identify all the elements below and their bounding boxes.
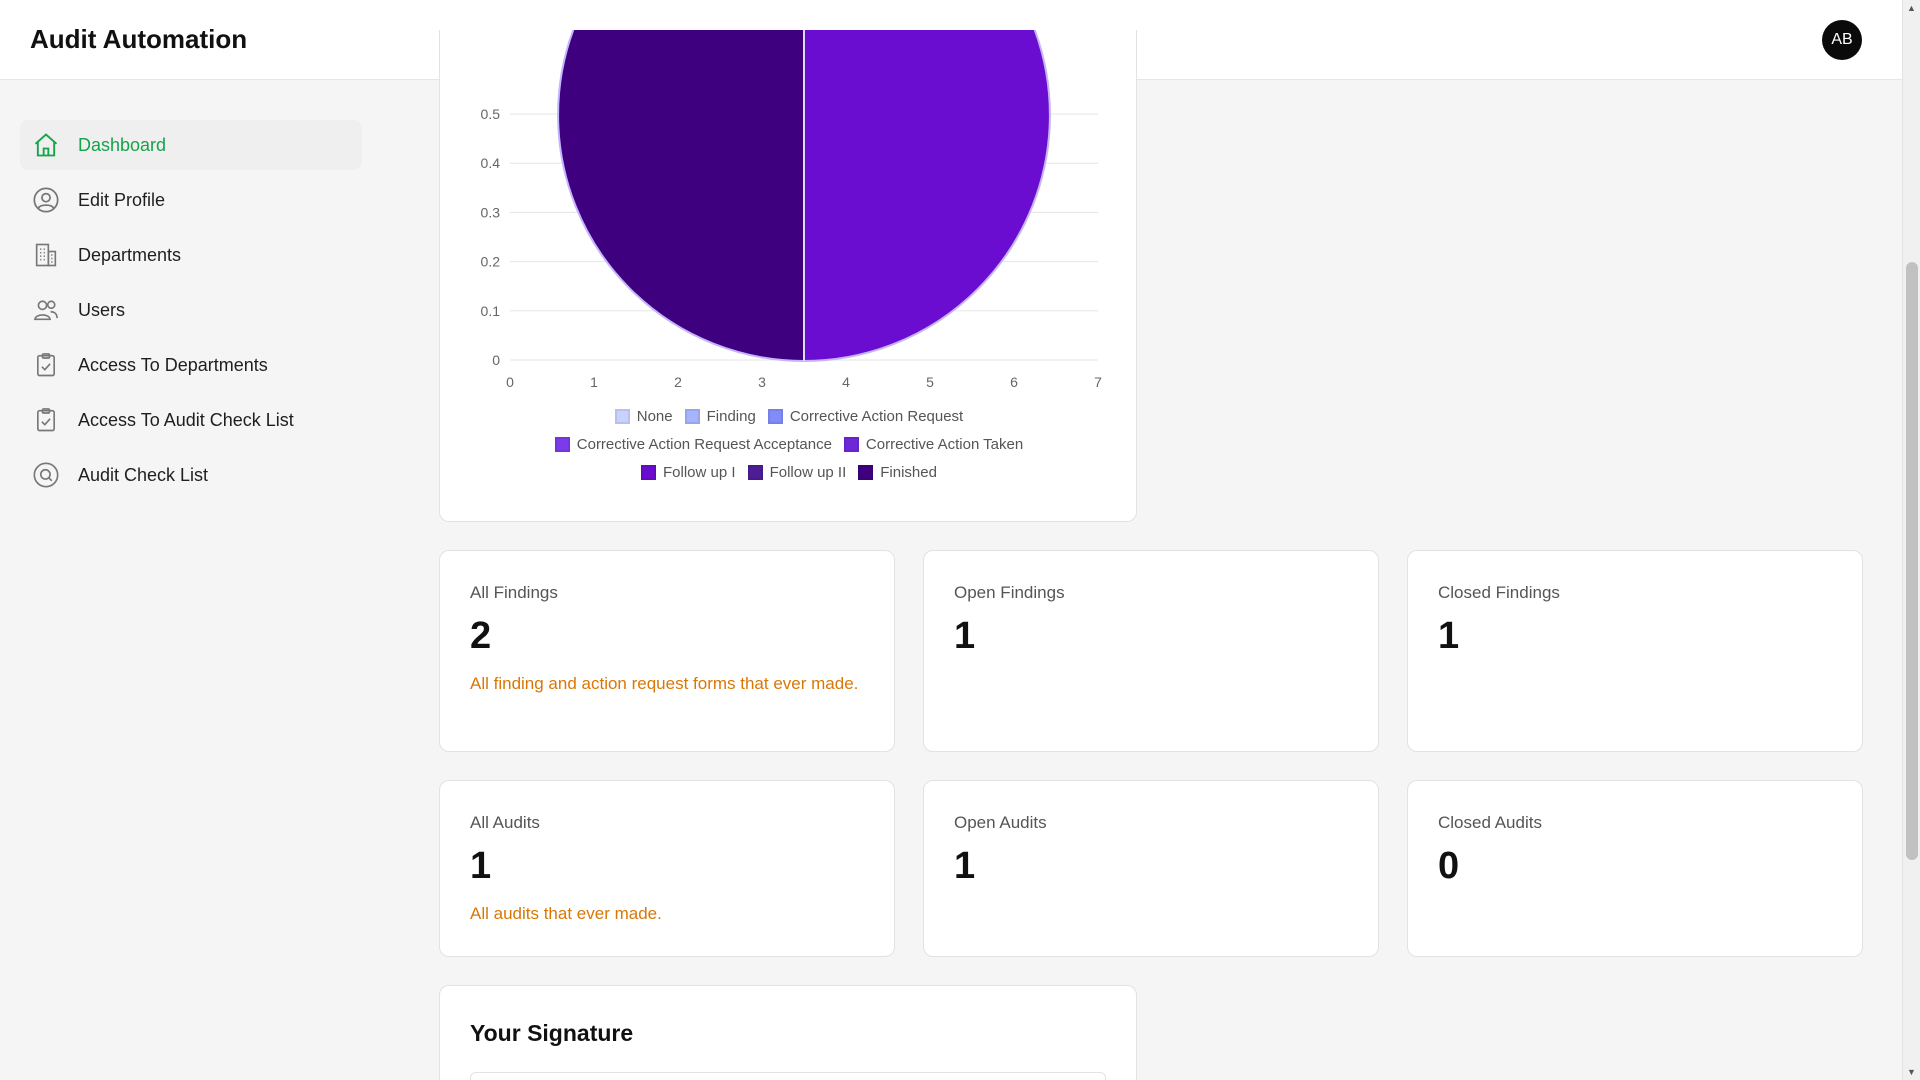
open-findings-card: Open Findings 1	[923, 550, 1379, 752]
sidebar-item-edit-profile[interactable]: Edit Profile	[20, 175, 362, 225]
all-audits-description: All audits that ever made.	[470, 904, 662, 923]
closed-audits-card: Closed Audits 0	[1407, 780, 1863, 957]
legend-label: Corrective Action Request Acceptance	[576, 435, 832, 453]
all-findings-description: All finding and action request forms tha…	[470, 674, 859, 693]
legend-swatch	[747, 464, 763, 480]
page-scrollbar[interactable]: ▲ ▼	[1902, 0, 1920, 1080]
legend-swatch	[767, 408, 783, 424]
legend-item[interactable]: Corrective Action Taken	[843, 435, 1024, 453]
closed-findings-card: Closed Findings 1	[1407, 550, 1863, 752]
legend-swatch	[858, 464, 874, 480]
legend-label: Corrective Action Taken	[865, 435, 1024, 453]
pie-slice-finished	[557, 30, 805, 363]
scroll-thumb[interactable]	[1906, 262, 1918, 860]
legend-swatch	[684, 408, 700, 424]
legend-swatch	[614, 408, 630, 424]
pie-slice-follow-up-i	[803, 30, 1051, 363]
sidebar-nav: Dashboard Edit Profile Departments Users…	[20, 120, 362, 505]
sidebar-item-dashboard[interactable]: Dashboard	[20, 120, 362, 170]
clipboard-check-icon	[32, 351, 60, 379]
all-findings-label: All Findings	[470, 583, 558, 602]
legend-label: Follow up II	[769, 463, 847, 481]
x-tick-label: 2	[674, 374, 682, 390]
sidebar-item-access-to-departments[interactable]: Access To Departments	[20, 340, 362, 390]
sidebar-item-audit-check-list[interactable]: Audit Check List	[20, 450, 362, 500]
x-tick-label: 4	[842, 374, 850, 390]
legend-label: Finished	[880, 463, 937, 481]
user-avatar[interactable]: AB	[1822, 20, 1862, 60]
y-tick-label: 0.5	[481, 106, 501, 122]
open-audits-card: Open Audits 1	[923, 780, 1379, 957]
legend-swatch	[641, 464, 657, 480]
closed-findings-value: 1	[1438, 615, 1460, 657]
clipboard-check-icon	[32, 406, 60, 434]
app-title: Audit Automation	[30, 24, 248, 54]
legend-item[interactable]: Follow up II	[747, 463, 847, 481]
legend-row: Follow up I Follow up II Finished	[440, 458, 1138, 486]
sidebar-item-label: Audit Check List	[78, 464, 209, 485]
legend-item[interactable]: Finished	[858, 464, 937, 481]
sidebar-item-label: Users	[78, 299, 126, 320]
signature-card: Your Signature	[439, 985, 1137, 1080]
y-tick-label: 0.1	[481, 303, 501, 319]
legend-swatch	[554, 436, 570, 452]
signature-title: Your Signature	[470, 1020, 634, 1046]
all-findings-card: All Findings 2 All finding and action re…	[439, 550, 895, 752]
y-tick-label: 0.4	[481, 155, 501, 171]
users-icon	[32, 296, 60, 324]
sidebar-item-access-to-audit-check-list[interactable]: Access To Audit Check List	[20, 395, 362, 445]
y-tick-label: 0.2	[481, 254, 501, 270]
legend-row: None Finding Corrective Action Request	[440, 402, 1138, 430]
sidebar-item-label: Departments	[78, 244, 182, 265]
all-audits-label: All Audits	[470, 813, 540, 832]
user-circle-icon	[32, 186, 60, 214]
open-findings-label: Open Findings	[954, 583, 1065, 602]
closed-audits-value: 0	[1438, 845, 1460, 887]
legend-item[interactable]: Follow up I	[641, 464, 736, 481]
sidebar-item-departments[interactable]: Departments	[20, 230, 362, 280]
status-pie-chart: 0 0.1 0.2 0.3 0.4 0.5 0 1 2 3 4 5 6 7	[481, 30, 1102, 390]
home-icon	[32, 131, 60, 159]
legend-label: Follow up I	[663, 463, 736, 481]
all-findings-value: 2	[470, 615, 492, 657]
x-tick-label: 6	[1010, 374, 1018, 390]
x-tick-label: 5	[926, 374, 934, 390]
sidebar-item-label: Access To Departments	[78, 354, 268, 375]
closed-findings-label: Closed Findings	[1438, 583, 1560, 602]
open-findings-value: 1	[954, 615, 976, 657]
x-tick-label: 0	[506, 374, 514, 390]
y-tick-label: 0	[492, 352, 500, 368]
sidebar-item-label: Access To Audit Check List	[78, 409, 294, 430]
legend-label: Corrective Action Request	[789, 407, 964, 425]
legend-item[interactable]: Finding	[684, 407, 756, 425]
x-tick-label: 3	[758, 374, 766, 390]
sidebar-item-users[interactable]: Users	[20, 285, 362, 335]
legend-item[interactable]: Corrective Action Request	[767, 407, 964, 425]
closed-audits-label: Closed Audits	[1438, 813, 1542, 832]
y-tick-label: 0.3	[481, 204, 501, 220]
legend-label: None	[636, 407, 673, 425]
legend-item[interactable]: None	[614, 407, 673, 425]
status-chart-card: 0 0.1 0.2 0.3 0.4 0.5 0 1 2 3 4 5 6 7 None Finding Corr…	[439, 30, 1137, 522]
building-icon	[32, 241, 60, 269]
all-audits-value: 1	[470, 845, 492, 887]
x-tick-label: 7	[1094, 374, 1102, 390]
all-audits-card: All Audits 1 All audits that ever made.	[439, 780, 895, 957]
search-circle-icon	[32, 461, 60, 489]
legend-row: Corrective Action Request Acceptance Corr…	[440, 430, 1138, 458]
chart-legend: None Finding Corrective Action Request Corr…	[440, 402, 1138, 486]
sidebar-item-label: Edit Profile	[78, 189, 166, 210]
open-audits-label: Open Audits	[954, 813, 1047, 832]
legend-swatch	[843, 436, 859, 452]
legend-label: Finding	[706, 407, 756, 425]
x-tick-label: 1	[590, 374, 598, 390]
scroll-up-arrow-icon[interactable]: ▲	[1907, 3, 1916, 13]
sidebar-item-label: Dashboard	[78, 134, 167, 155]
legend-item[interactable]: Corrective Action Request Acceptance	[554, 435, 832, 453]
open-audits-value: 1	[954, 845, 976, 887]
signature-pad[interactable]	[470, 1072, 1106, 1080]
scroll-down-arrow-icon[interactable]: ▼	[1907, 1067, 1916, 1077]
